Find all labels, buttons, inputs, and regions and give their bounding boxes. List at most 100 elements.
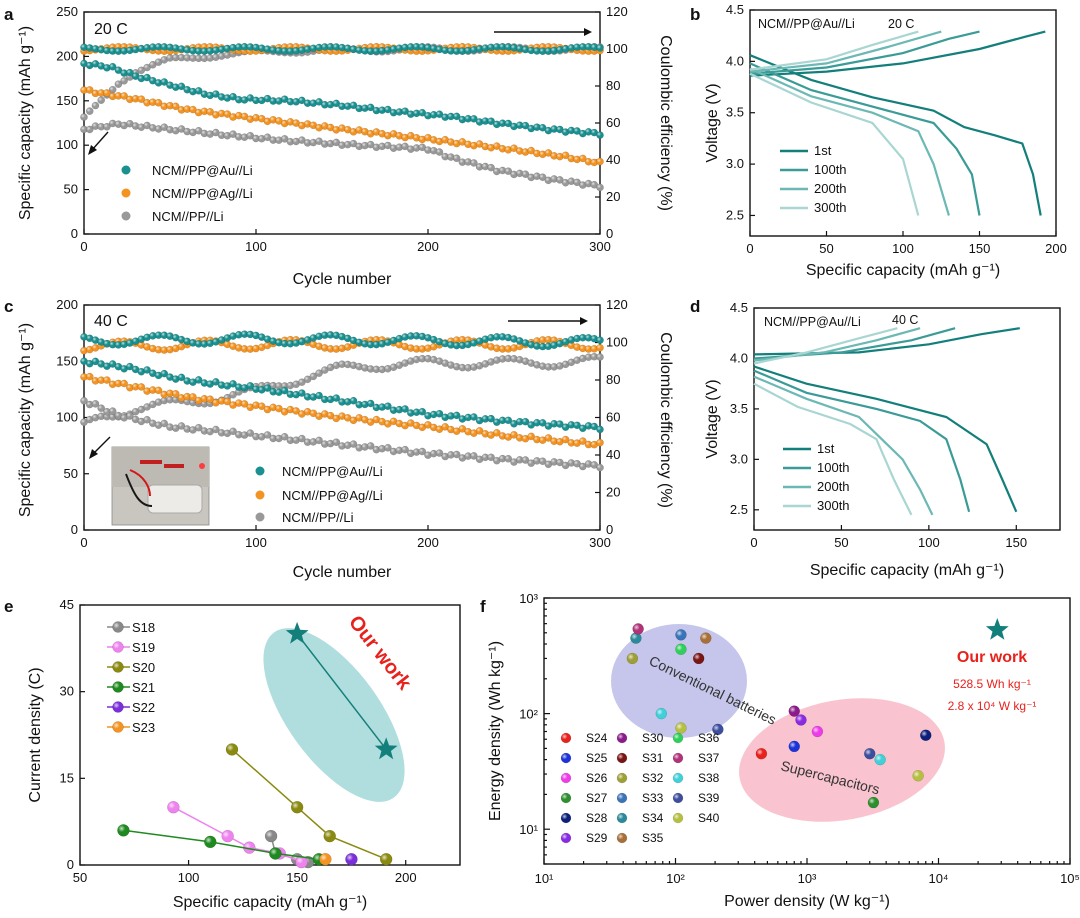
data-point-shine [401, 422, 409, 430]
data-point-shine [493, 167, 501, 176]
y-tick-label: 2.5 [730, 502, 748, 517]
legend: 1st 100th 200th 300th [783, 441, 850, 513]
data-point-shine [435, 425, 444, 433]
data-point-shine [137, 405, 145, 414]
data-point-star [374, 737, 398, 760]
data-point-shine [584, 158, 593, 166]
data-point-shine [286, 138, 294, 146]
data-point-shine [200, 340, 208, 348]
data-point-shine [533, 47, 541, 55]
series-NCM-PP-Au-Li [80, 357, 604, 434]
data-point-shine [126, 46, 134, 54]
data-point-shine [195, 54, 203, 62]
data-point-shine [109, 341, 117, 349]
data-point-shine [344, 398, 352, 406]
data-point-shine [470, 159, 478, 167]
data-point-shine [160, 56, 168, 64]
data-point-shine [315, 412, 323, 420]
legend-label-ag: NCM//PP@Ag//Li [152, 186, 253, 201]
panel-b-marks: 0 50 100 150 200 2.5 3.0 3.5 4.0 4.5 [726, 2, 1067, 256]
data-point-shine [86, 334, 94, 342]
data-point-shine [361, 400, 369, 409]
data-point-shine [441, 359, 449, 367]
legend-label-S37: S37 [698, 751, 720, 765]
discharge-curve-200th [749, 67, 950, 216]
data-point-shine [172, 44, 180, 52]
data-point-shine [590, 461, 598, 469]
data-point-shine [344, 360, 352, 369]
legend-marker-S37-shine [673, 753, 683, 763]
data-point-shine [166, 346, 174, 354]
data-point-shine [590, 335, 598, 343]
data-point-shine [596, 425, 604, 434]
legend-label-S30: S30 [642, 731, 664, 745]
data-point-shine [447, 341, 455, 349]
data-point-shine [435, 137, 444, 146]
x-tick-label: 150 [286, 870, 308, 885]
series-Our-work [285, 621, 398, 760]
data-point-shine [132, 122, 140, 130]
data-point-shine [258, 333, 266, 341]
legend: NCM//PP@Au//Li NCM//PP@Ag//Li NCM//PP//L… [255, 464, 383, 525]
data-point-shine [550, 336, 558, 344]
data-point-shine [338, 124, 346, 132]
data-point-shine [206, 108, 214, 116]
data-point-shine [109, 63, 117, 71]
data-point-shine [154, 43, 163, 51]
data-point-shine [533, 337, 541, 345]
data-point-shine [200, 427, 208, 435]
data-point-shine [332, 126, 340, 134]
data-point-shine [309, 44, 317, 52]
data-point-shine [154, 99, 163, 107]
data-point-shine [562, 151, 570, 159]
y2-tick-label: 120 [606, 297, 628, 312]
legend-label-200th: 200th [814, 181, 847, 196]
data-point-shine [281, 433, 289, 441]
data-point-shine [539, 436, 547, 444]
data-point-shine [189, 339, 197, 347]
data-point-shine [367, 365, 375, 373]
x-tick-label: 300 [589, 535, 611, 550]
legend-label-200th: 200th [817, 479, 850, 494]
data-point-shine [229, 44, 237, 52]
data-point-shine [309, 340, 317, 348]
legend-label-S40: S40 [698, 811, 720, 825]
data-point-shine [212, 378, 220, 386]
data-point-shine [435, 357, 444, 365]
data-point-shine [321, 344, 329, 352]
data-point-shine [544, 434, 553, 442]
inset-device-photo [111, 446, 210, 526]
data-point-shine [275, 434, 283, 443]
data-point-shine [166, 373, 174, 381]
data-point-shine [137, 74, 145, 83]
data-point-shine [235, 43, 243, 51]
data-point-shine [527, 173, 535, 182]
data-point-shine [200, 54, 208, 62]
data-point-shine [286, 47, 294, 55]
data-point-shine [114, 120, 122, 128]
data-point-shine [252, 432, 260, 441]
data-point-shine [349, 45, 358, 53]
data-point-S29-shine [795, 714, 807, 726]
data-point-shine [481, 335, 489, 343]
data-point-shine [223, 94, 231, 102]
data-point-shine [424, 134, 432, 142]
data-point-shine [298, 410, 306, 418]
data-point-shine [229, 427, 237, 435]
data-point-shine [109, 360, 117, 368]
data-point-shine [458, 116, 466, 124]
data-point-shine [172, 53, 180, 62]
data-point-shine [114, 66, 122, 74]
data-point-shine [401, 405, 409, 413]
plot-frame [79, 604, 461, 866]
data-point-shine [498, 455, 507, 463]
data-point-shine [521, 45, 530, 54]
data-point-shine [258, 96, 266, 105]
data-point-shine [390, 406, 398, 414]
data-point-shine [453, 139, 461, 148]
data-point-shine [304, 139, 312, 147]
data-point-shine [498, 145, 507, 153]
data-point-shine [332, 414, 340, 423]
data-point-shine [412, 332, 421, 340]
data-point-shine [137, 368, 145, 376]
